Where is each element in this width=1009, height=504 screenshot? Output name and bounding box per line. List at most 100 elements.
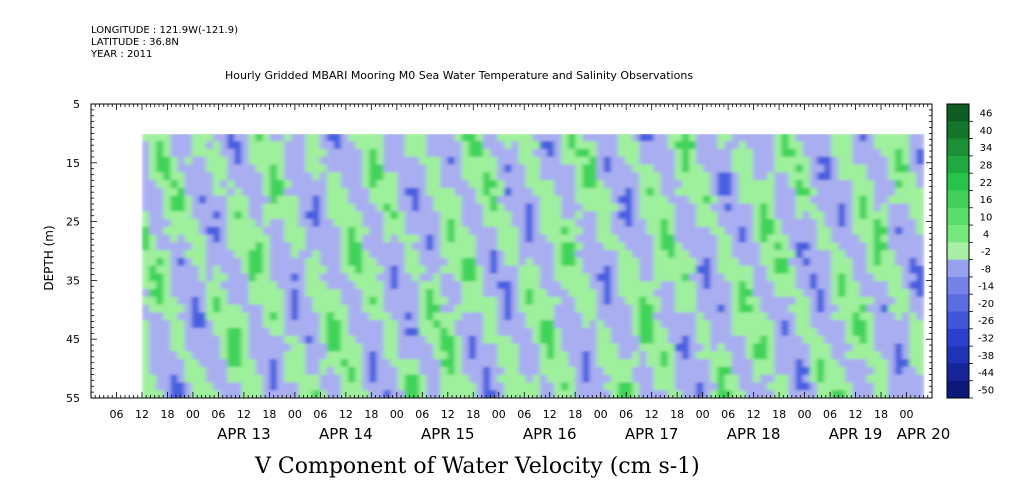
heatmap-cell [738,390,747,398]
heatmap-cell [411,382,420,391]
heatmap-cell [198,281,207,290]
heatmap-cell [141,382,150,391]
heatmap-cell [198,374,207,384]
heatmap-cell [298,265,307,275]
heatmap-cell [284,281,292,290]
heatmap-cell [198,156,207,166]
heatmap-cell [234,234,243,244]
heatmap-cell [355,257,363,267]
heatmap-cell [653,343,662,352]
heatmap-cell [532,382,541,391]
heatmap-cell [184,257,193,267]
heatmap-cell [447,164,456,174]
heatmap-cell [802,382,811,391]
heatmap-cell [397,203,406,212]
heatmap-cell [511,281,520,290]
heatmap-cell [504,234,513,244]
heatmap-cell [546,195,555,205]
heatmap-cell [149,187,157,197]
heatmap-cell [198,312,207,321]
heatmap-cell [681,219,690,228]
heatmap-cell [909,304,918,314]
heatmap-cell [518,304,527,314]
heatmap-cell [525,281,534,290]
heatmap-cell [234,141,243,150]
heatmap-cell [177,141,186,150]
heatmap-cell [596,164,605,174]
heatmap-cell [824,296,832,306]
heatmap-cell [703,312,712,321]
heatmap-cell [824,257,832,267]
heatmap-cell [802,242,811,251]
heatmap-cell [546,374,555,384]
heatmap-cell [269,134,278,142]
heatmap-cell [184,211,193,220]
heatmap-cell [404,343,413,352]
heatmap-cell [497,242,506,251]
heatmap-cell [788,273,797,282]
heatmap-cell [447,234,456,244]
heatmap-cell [340,156,349,166]
heatmap-cell [170,234,179,244]
heatmap-cell [887,180,896,189]
heatmap-cell [511,156,520,166]
heatmap-cell [632,327,641,337]
heatmap-cell [710,390,719,398]
heatmap-cell [511,374,520,384]
heatmap-cell [447,304,456,314]
heatmap-cell [163,312,172,321]
heatmap-cell [163,351,172,360]
heatmap-cell [710,148,719,158]
heatmap-cell [269,281,278,290]
heatmap-cell [383,382,392,391]
heatmap-cell [234,187,243,197]
heatmap-cell [788,164,797,174]
heatmap-cell [141,141,150,150]
heatmap-cell [845,211,854,220]
heatmap-cell [539,219,548,228]
heatmap-cell [852,312,861,321]
heatmap-cell [454,296,463,306]
heatmap-cell [838,156,847,166]
heatmap-cell [639,320,648,329]
heatmap-cell [525,195,534,205]
heatmap-cell [433,187,442,197]
heatmap-cell [831,242,839,251]
heatmap-cell [646,180,655,189]
heatmap-cell [831,134,839,142]
heatmap-cell [340,180,349,189]
heatmap-cell [809,312,818,321]
heatmap-cell [859,296,868,306]
heatmap-cell [696,148,704,158]
heatmap-cell [248,366,257,376]
heatmap-cell [220,374,228,384]
heatmap-cell [326,304,335,314]
heatmap-cell [404,265,413,275]
heatmap-cell [731,211,740,220]
heatmap-cell [284,304,292,314]
heatmap-cell [305,242,314,251]
heatmap-cell [447,296,456,306]
heatmap-cell [220,359,228,368]
heatmap-cell [660,335,669,345]
heatmap-cell [454,374,463,384]
heatmap-cell [348,296,356,306]
heatmap-cell [618,242,626,251]
heatmap-cell [866,390,875,398]
heatmap-cell [710,234,719,244]
heatmap-cell [880,195,889,205]
heatmap-cell [838,390,847,398]
heatmap-cell [887,327,896,337]
heatmap-cell [582,211,591,220]
heatmap-cell [916,234,925,244]
heatmap-cell [234,257,243,267]
heatmap-cell [411,250,420,259]
heatmap-cell [582,148,591,158]
heatmap-cell [461,242,470,251]
heatmap-cell [461,156,470,166]
heatmap-cell [220,156,228,166]
heatmap-cell [816,374,825,384]
heatmap-cell [518,203,527,212]
heatmap-cell [198,250,207,259]
x-hour-tick-label: 12 [441,408,455,421]
